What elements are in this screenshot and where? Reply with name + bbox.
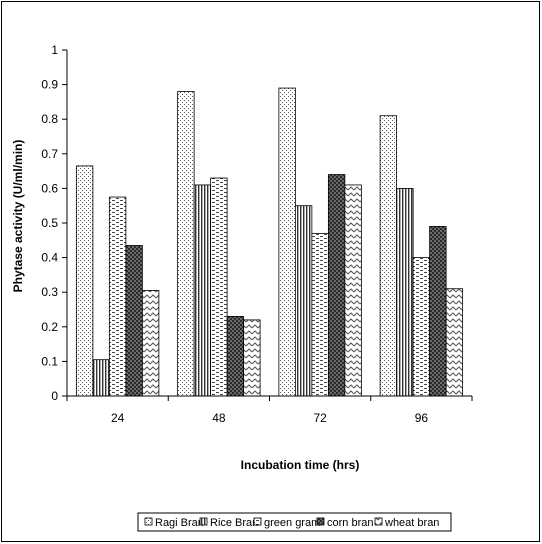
bar-rice-bran-48 <box>193 184 212 397</box>
bar-green-gram-72 <box>311 232 329 397</box>
x-ticks-group: 24 48 72 96 <box>66 396 473 425</box>
bar-rice-bran-96 <box>396 187 414 397</box>
y-axis-title: Phytase activity (U/ml/min) <box>11 140 25 293</box>
bar-corn-bran-72 <box>327 174 346 397</box>
legend: Ragi Bran Rice Bran green gram corn bran whe… <box>137 512 452 532</box>
y-tick-label: 0.9 <box>41 78 58 92</box>
bar-rice-bran-72 <box>294 205 313 397</box>
bar-corn-bran-24 <box>125 245 143 397</box>
legend-swatch-wheat-bran <box>374 517 383 526</box>
y-ticks-group: 0 0.1 0.2 0.3 0.4 0.5 0.6 0.7 0.8 0.9 1 <box>41 43 67 403</box>
y-tick-label: 0.7 <box>41 147 58 161</box>
bar-ragi-bran-72 <box>278 87 296 397</box>
bar-corn-bran-96 <box>429 226 447 397</box>
bar-wheat-bran-72 <box>344 184 362 397</box>
bar-green-gram-24 <box>108 196 127 397</box>
x-tick-label: 24 <box>111 411 125 425</box>
y-tick-label: 0.3 <box>41 285 58 299</box>
legend-swatch-corn-bran <box>316 517 325 526</box>
legend-label-rice-bran: Rice Bran <box>210 517 258 529</box>
y-tick-label: 0 <box>51 389 58 403</box>
y-tick-label: 1 <box>51 43 58 57</box>
bar-ragi-bran-96 <box>379 115 398 397</box>
bar-green-gram-48 <box>210 177 228 397</box>
legend-label-wheat-bran: wheat bran <box>384 517 439 529</box>
y-tick-label: 0.6 <box>41 181 58 195</box>
bar-corn-bran-48 <box>226 316 245 397</box>
legend-label-green-gram: green gram <box>264 517 320 529</box>
y-tick-label: 0.8 <box>41 112 58 126</box>
y-tick-label: 0.4 <box>41 251 58 265</box>
y-tick-label: 0.1 <box>41 354 58 368</box>
x-tick-label: 72 <box>313 411 327 425</box>
bar-green-gram-96 <box>412 257 431 397</box>
bar-ragi-bran-48 <box>177 91 195 397</box>
bar-ragi-bran-24 <box>75 165 94 397</box>
bar-wheat-bran-48 <box>243 319 261 397</box>
y-tick-label: 0.2 <box>41 320 58 334</box>
legend-box <box>137 512 452 532</box>
bar-wheat-bran-24 <box>141 290 160 397</box>
bar-wheat-bran-96 <box>445 288 464 397</box>
legend-swatch-rice-bran <box>199 517 208 526</box>
x-axis-title: Incubation time (hrs) <box>241 458 360 472</box>
bars-group <box>75 87 464 397</box>
legend-swatch-ragi-bran <box>144 517 153 526</box>
y-tick-label: 0.5 <box>41 216 58 230</box>
legend-label-corn-bran: corn bran <box>327 517 373 529</box>
x-tick-label: 48 <box>212 411 226 425</box>
legend-label-ragi-bran: Ragi Bran <box>155 517 204 529</box>
bar-rice-bran-24 <box>92 359 110 397</box>
legend-swatch-green-gram <box>253 517 262 526</box>
x-tick-label: 96 <box>415 411 429 425</box>
